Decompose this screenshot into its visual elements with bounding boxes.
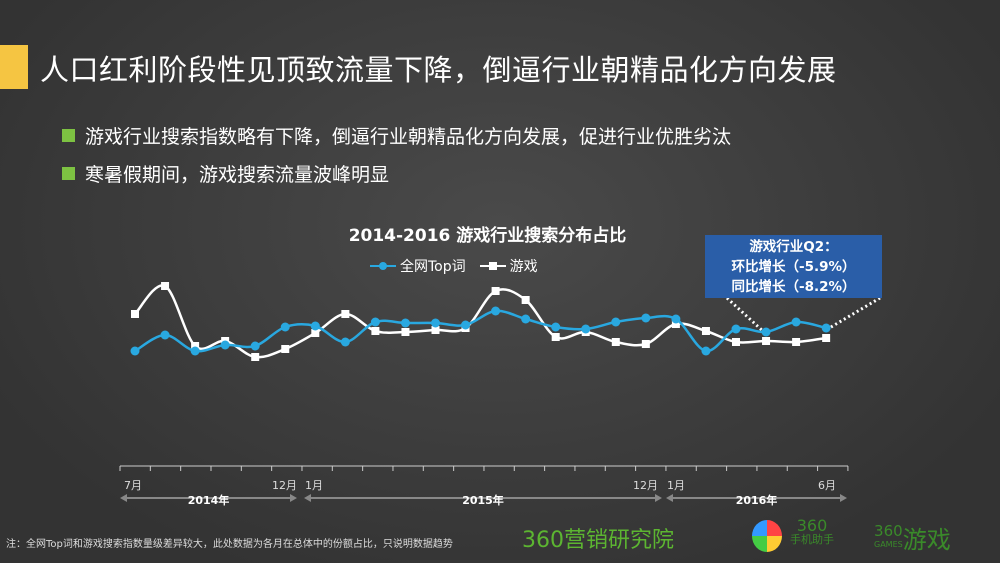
x-tick-label: 12月 <box>272 479 297 492</box>
data-point <box>431 318 440 328</box>
x-tick-label: 6月 <box>818 479 836 492</box>
data-point <box>341 310 350 318</box>
series-line-0 <box>134 309 827 353</box>
annotation-line: 游戏行业Q2： <box>749 239 838 255</box>
bullet-square-icon <box>62 167 75 180</box>
logo-text: 手机助手 <box>790 533 834 546</box>
data-point <box>671 314 681 324</box>
data-point <box>701 346 711 356</box>
data-point <box>791 317 801 327</box>
arrow-left-icon <box>304 494 311 502</box>
bullet-square-icon <box>62 129 75 142</box>
year-label: 2015年 <box>462 493 504 507</box>
logo-text: 游戏 <box>902 526 951 554</box>
callout-leader-line <box>725 296 767 335</box>
annotation-box: 游戏行业Q2： 环比增长（-5.9%） 同比增长（-8.2%） <box>705 235 882 298</box>
year-label: 2014年 <box>188 493 230 507</box>
arrow-right-icon <box>290 494 297 502</box>
bullet-item: 寒暑假期间，游戏搜索流量波峰明显 <box>62 160 389 187</box>
data-point <box>792 338 801 346</box>
data-point <box>130 346 140 356</box>
data-point <box>491 306 501 316</box>
arrow-right-icon <box>840 494 847 502</box>
data-point <box>762 337 771 345</box>
data-point <box>160 330 170 340</box>
data-point <box>521 296 530 304</box>
data-point <box>761 327 771 337</box>
arrow-right-icon <box>655 494 662 502</box>
chart-title: 2014-2016 游戏行业搜索分布占比 <box>348 226 627 246</box>
data-point <box>732 338 740 346</box>
data-point <box>611 317 621 327</box>
data-point <box>401 328 410 336</box>
data-point <box>581 324 591 334</box>
x-tick-label: 1月 <box>305 479 323 492</box>
data-point <box>190 346 200 356</box>
data-point <box>641 313 651 323</box>
data-point <box>551 322 561 332</box>
data-point <box>431 326 440 334</box>
bullet-text: 寒暑假期间，游戏搜索流量波峰明显 <box>85 164 390 186</box>
data-point <box>281 345 290 353</box>
data-point <box>671 320 680 328</box>
logo-text: 360营销研究院 <box>522 528 674 553</box>
data-point <box>131 310 139 318</box>
arrow-left-icon <box>120 494 127 502</box>
x-tick-label: 12月 <box>633 479 658 492</box>
year-label: 2016年 <box>736 493 778 507</box>
data-point <box>191 342 200 350</box>
data-point <box>220 340 230 350</box>
data-point <box>821 323 831 333</box>
footnote: 注：全网Top词和游戏搜索指数量级差异较大，此处数据为各月在总体中的份额占比，只… <box>6 539 453 550</box>
data-point <box>400 318 410 328</box>
data-point <box>340 337 350 347</box>
legend-label: 全网Top词 <box>400 259 466 275</box>
data-point <box>371 327 380 335</box>
data-point <box>521 314 531 324</box>
data-point <box>461 320 471 330</box>
x-tick-label: 1月 <box>667 479 685 492</box>
data-point <box>822 334 831 342</box>
logo-text: 360 <box>874 521 903 540</box>
bullet-text: 游戏行业搜索指数略有下降，倒逼行业朝精品化方向发展，促进行业优胜劣汰 <box>85 126 732 148</box>
data-point <box>491 287 500 295</box>
360-assistant-logo-icon <box>752 520 782 552</box>
annotation-line: 环比增长（-5.9%） <box>731 259 856 275</box>
data-point <box>641 340 650 348</box>
data-point <box>310 321 320 331</box>
arrow-left-icon <box>666 494 673 502</box>
logo-360-assistant: 360 手机助手 <box>790 516 834 547</box>
legend-label: 游戏 <box>509 259 538 275</box>
legend-item-game: 游戏 <box>479 256 538 276</box>
x-tick-label: 7月 <box>124 479 142 492</box>
data-point <box>611 338 620 346</box>
data-point <box>311 329 320 337</box>
data-point <box>250 341 260 351</box>
data-point <box>161 282 170 290</box>
data-point <box>551 333 560 341</box>
data-point <box>370 317 380 327</box>
legend-item-top: 全网Top词 <box>370 256 466 276</box>
data-point <box>280 322 290 332</box>
bullet-item: 游戏行业搜索指数略有下降，倒逼行业朝精品化方向发展，促进行业优胜劣汰 <box>62 122 731 149</box>
chart-legend: 全网Top词 游戏 <box>370 256 538 276</box>
data-point <box>701 327 710 335</box>
logo-text: GAMES <box>874 539 903 549</box>
logo-text: 360 <box>796 516 828 535</box>
logo-360-marketing: 360营销研究院 <box>522 522 674 554</box>
page-title: 人口红利阶段性见顶致流量下降，倒逼行业朝精品化方向发展 <box>40 53 837 87</box>
annotation-line: 同比增长（-8.2%） <box>731 279 856 295</box>
data-point <box>251 353 260 361</box>
callout-leader-line <box>825 296 881 332</box>
title-accent-bar <box>0 45 28 89</box>
data-point <box>731 324 741 334</box>
logo-360-games: 360 GAMES 游戏 <box>874 520 951 555</box>
